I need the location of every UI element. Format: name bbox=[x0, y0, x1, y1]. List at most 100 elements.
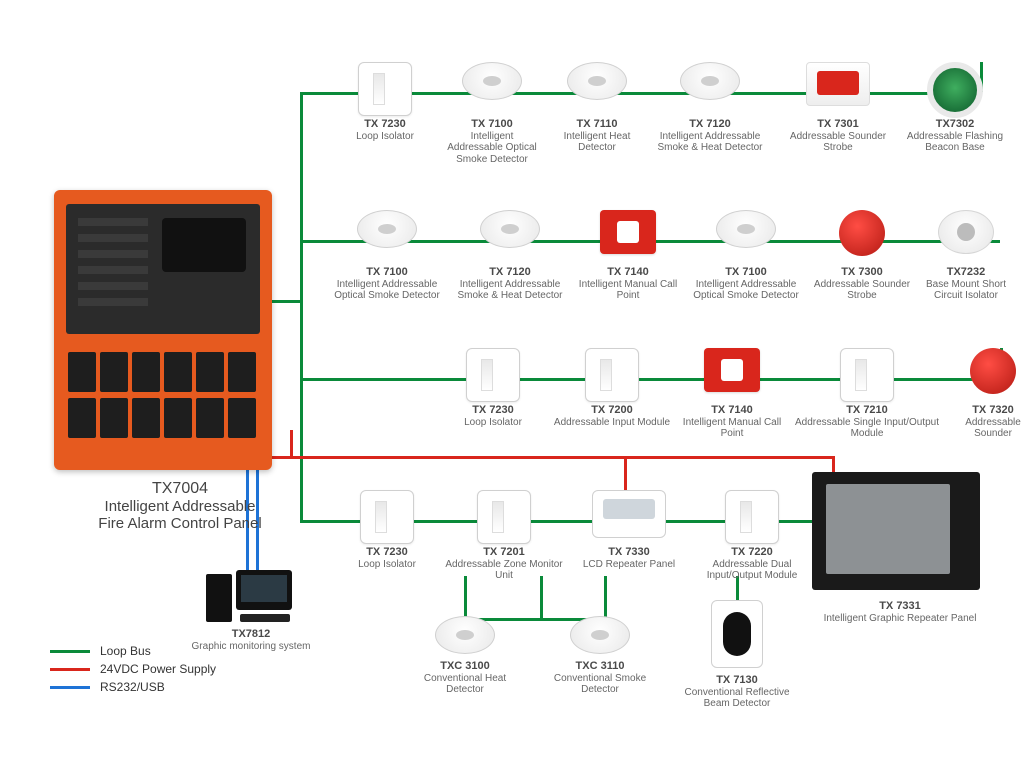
device-model: TX 7200 bbox=[552, 404, 672, 417]
isolator-round-icon bbox=[938, 210, 994, 254]
wire-loop_bus bbox=[604, 576, 607, 620]
whitebox-icon bbox=[466, 348, 520, 402]
device-model: TX 7110 bbox=[552, 118, 642, 131]
device-model: TX 7140 bbox=[578, 266, 678, 279]
main-panel-label: TX7004Intelligent Addressable Fire Alarm… bbox=[70, 480, 290, 532]
device-model: TX 7301 bbox=[788, 118, 888, 131]
device-desc: Addressable Flashing Beacon Base bbox=[900, 131, 1010, 154]
device-model: TX 7100 bbox=[686, 266, 806, 279]
device-desc: Intelligent Addressable Optical Smoke De… bbox=[442, 131, 542, 166]
device-label: TX 7330LCD Repeater Panel bbox=[574, 546, 684, 570]
whitebox-icon bbox=[725, 490, 779, 544]
device-TXC3100 bbox=[410, 616, 520, 658]
diagram-stage: TX 7230Loop IsolatorTX 7100Intelligent A… bbox=[0, 0, 1024, 768]
device-TX7230 bbox=[448, 348, 538, 406]
legend-label: RS232/USB bbox=[100, 680, 165, 694]
device-label: TX 7320Addressable Sounder bbox=[948, 404, 1024, 440]
device-desc: Addressable Zone Monitor Unit bbox=[444, 559, 564, 582]
wire-loop_bus bbox=[272, 300, 300, 303]
device-label: TX 7201Addressable Zone Monitor Unit bbox=[444, 546, 564, 582]
wire-loop_bus bbox=[464, 576, 467, 620]
redbox-icon bbox=[600, 210, 656, 254]
device-desc: Intelligent Addressable Smoke & Heat Det… bbox=[650, 131, 770, 154]
device-desc: Addressable Sounder bbox=[948, 417, 1024, 440]
device-label: TX 7300Addressable Sounder Strobe bbox=[812, 266, 912, 302]
device-label: TX 7230Loop Isolator bbox=[340, 118, 430, 142]
device-TX7200 bbox=[552, 348, 672, 406]
legend-row: Loop Bus bbox=[50, 644, 216, 658]
device-TX7110 bbox=[552, 62, 642, 104]
device-desc: Addressable Input Module bbox=[552, 417, 672, 429]
device-TX7100 bbox=[686, 210, 806, 252]
device-model: TX 7230 bbox=[342, 546, 432, 559]
device-model: TX 7210 bbox=[792, 404, 942, 417]
detector-icon bbox=[567, 62, 627, 100]
whitebox-icon bbox=[585, 348, 639, 402]
device-desc: Addressable Dual Input/Output Module bbox=[692, 559, 812, 582]
device-label: TX 7230Loop Isolator bbox=[342, 546, 432, 570]
device-TX7320 bbox=[948, 348, 1024, 398]
device-TXC3110 bbox=[540, 616, 660, 658]
whitebox-icon bbox=[477, 490, 531, 544]
device-model: TX 7220 bbox=[692, 546, 812, 559]
legend: Loop Bus 24VDC Power Supply RS232/USB bbox=[50, 640, 216, 698]
device-TX7220 bbox=[692, 490, 812, 548]
device-model: TX 7230 bbox=[340, 118, 430, 131]
wire-power_24vdc bbox=[272, 456, 832, 459]
detector-icon bbox=[357, 210, 417, 248]
legend-row: RS232/USB bbox=[50, 680, 216, 694]
device-label: TX7232Base Mount Short Circuit Isolator bbox=[916, 266, 1016, 302]
device-label: TX 7120Intelligent Addressable Smoke & H… bbox=[450, 266, 570, 302]
device-label: TXC 3110Conventional Smoke Detector bbox=[540, 660, 660, 696]
device-TX7232 bbox=[916, 210, 1016, 258]
wire-loop_bus bbox=[540, 576, 543, 620]
detector-icon bbox=[570, 616, 630, 654]
pc-icon bbox=[206, 560, 296, 622]
whitebox-icon bbox=[840, 348, 894, 402]
main-control-panel bbox=[54, 190, 272, 470]
panel-face bbox=[66, 204, 260, 334]
device-label: TX 7100Intelligent Addressable Optical S… bbox=[686, 266, 806, 302]
whitebox-icon bbox=[360, 490, 414, 544]
device-label: TX7302Addressable Flashing Beacon Base bbox=[900, 118, 1010, 154]
device-TX7812 bbox=[186, 560, 316, 626]
device-label: TX 7100Intelligent Addressable Optical S… bbox=[332, 266, 442, 302]
device-desc: Intelligent Manual Call Point bbox=[682, 417, 782, 440]
device-label: TX 7230Loop Isolator bbox=[448, 404, 538, 428]
legend-swatch bbox=[50, 650, 90, 653]
legend-swatch bbox=[50, 668, 90, 671]
device-label: TX 7130Conventional Reflective Beam Dete… bbox=[672, 674, 802, 710]
device-TX7230 bbox=[342, 490, 432, 548]
sounder-red-icon bbox=[839, 210, 885, 256]
detector-icon bbox=[716, 210, 776, 248]
device-model: TX 7320 bbox=[948, 404, 1024, 417]
device-TX7100 bbox=[442, 62, 542, 104]
legend-swatch bbox=[50, 686, 90, 689]
device-model: TX 7120 bbox=[650, 118, 770, 131]
device-model: TX 7100 bbox=[442, 118, 542, 131]
device-model: TX 7140 bbox=[682, 404, 782, 417]
device-TX7230 bbox=[340, 62, 430, 120]
device-label: TX 7210Addressable Single Input/Output M… bbox=[792, 404, 942, 440]
device-label: TX 7110Intelligent Heat Detector bbox=[552, 118, 642, 154]
whitebox-icon bbox=[358, 62, 412, 116]
repeater-icon bbox=[592, 490, 666, 538]
device-desc: Intelligent Heat Detector bbox=[552, 131, 642, 154]
legend-row: 24VDC Power Supply bbox=[50, 662, 216, 676]
device-TX7210 bbox=[792, 348, 942, 406]
device-model: TX 7130 bbox=[672, 674, 802, 687]
device-model: TX7302 bbox=[900, 118, 1010, 131]
device-label: TX 7120Intelligent Addressable Smoke & H… bbox=[650, 118, 770, 154]
device-label: TXC 3100Conventional Heat Detector bbox=[410, 660, 520, 696]
detector-icon bbox=[480, 210, 540, 248]
detector-icon bbox=[435, 616, 495, 654]
device-desc: Intelligent Addressable Smoke & Heat Det… bbox=[450, 279, 570, 302]
device-desc: Loop Isolator bbox=[448, 417, 538, 429]
device-TX7301 bbox=[788, 62, 888, 110]
device-model: TX 7100 bbox=[332, 266, 442, 279]
beam-icon bbox=[711, 600, 763, 668]
device-desc: Intelligent Addressable Optical Smoke De… bbox=[332, 279, 442, 302]
device-desc: LCD Repeater Panel bbox=[574, 559, 684, 571]
device-desc: Intelligent Manual Call Point bbox=[578, 279, 678, 302]
device-model: TXC 3100 bbox=[410, 660, 520, 673]
